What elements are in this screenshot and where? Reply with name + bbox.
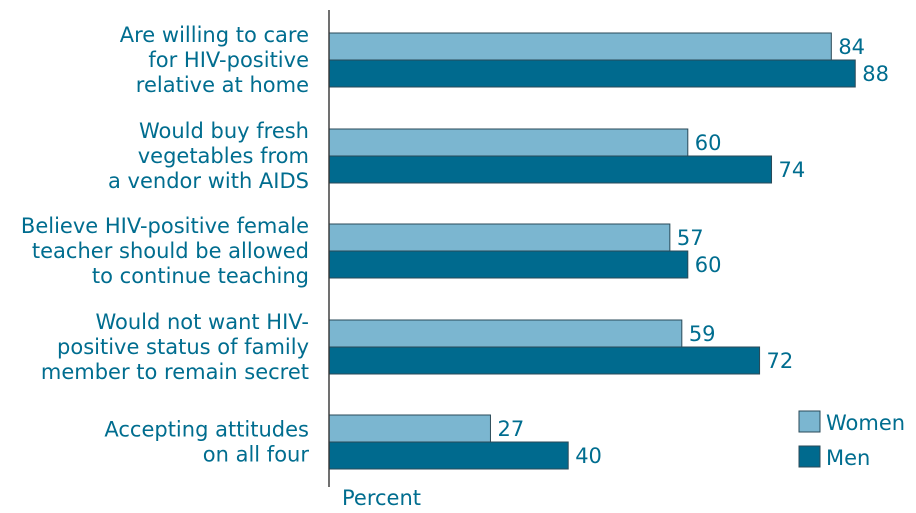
value-label-women-2: 57 [677, 226, 704, 250]
value-label-men-0: 88 [862, 62, 889, 86]
category-label-3-line-0: Would not want HIV- [95, 310, 309, 334]
bar-women-1 [328, 128, 689, 157]
category-label-1-line-0: Would buy fresh [139, 119, 309, 143]
legend-swatch-men [798, 445, 821, 468]
value-label-men-2: 60 [695, 253, 722, 277]
bar-men-2 [328, 250, 689, 279]
category-label-1-line-2: a vendor with AIDS [108, 169, 309, 193]
bar-men-0 [328, 59, 856, 88]
value-label-men-4: 40 [575, 444, 602, 468]
value-label-women-0: 84 [838, 35, 865, 59]
value-label-women-3: 59 [689, 322, 716, 346]
bar-women-4 [328, 414, 491, 443]
bar-men-1 [328, 155, 773, 184]
value-label-men-1: 74 [779, 158, 806, 182]
value-label-men-3: 72 [767, 349, 794, 373]
legend-label-men: Men [826, 446, 870, 470]
bars-group: 84 88 60 74 57 60 59 72 27 40 [328, 32, 889, 470]
category-label-2-line-2: to continue teaching [92, 264, 309, 288]
legend: Women Men [798, 410, 905, 470]
category-label-1-line-1: vegetables from [138, 144, 309, 168]
value-label-women-1: 60 [695, 131, 722, 155]
category-label-0-line-0: Are willing to care [120, 23, 309, 47]
bar-men-3 [328, 346, 761, 375]
category-label-0-line-1: for HIV-positive [148, 48, 309, 72]
category-label-2-line-1: teacher should be allowed [32, 239, 309, 263]
category-label-4-line-0: Accepting attitudes [104, 418, 309, 442]
bar-women-0 [328, 32, 832, 61]
legend-swatch-women [798, 410, 821, 433]
value-label-women-4: 27 [497, 417, 524, 441]
category-label-2-line-0: Believe HIV-positive female [21, 214, 309, 238]
bar-women-2 [328, 223, 671, 252]
bar-women-3 [328, 319, 683, 348]
category-label-3-line-1: positive status of family [57, 335, 309, 359]
bar-men-4 [328, 441, 569, 470]
category-label-3-line-2: member to remain secret [41, 360, 309, 384]
category-label-4-line-1: on all four [203, 443, 310, 467]
category-label-0-line-2: relative at home [136, 73, 309, 97]
legend-label-women: Women [826, 411, 905, 435]
x-axis-title: Percent [342, 486, 421, 510]
